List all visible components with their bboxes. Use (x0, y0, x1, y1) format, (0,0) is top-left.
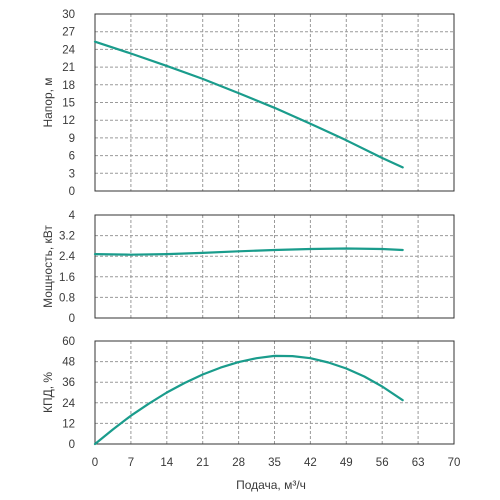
head-plot-frame (94, 13, 455, 192)
efficiency-y-tick-label: 36 (62, 377, 75, 389)
efficiency-y-tick-label: 0 (69, 439, 75, 451)
power-y-tick-label: 0 (69, 313, 75, 325)
power-y-axis-label: Мощность, кВт (41, 225, 55, 308)
power-y-tick-label: 4 (69, 210, 76, 222)
x-tick-label: 0 (92, 457, 98, 469)
x-tick-label: 49 (340, 457, 353, 469)
efficiency-plot-frame (94, 340, 455, 445)
efficiency-y-tick-label: 48 (62, 357, 75, 369)
head-y-tick-label: 9 (69, 133, 75, 145)
power-curve (93, 247, 404, 256)
x-tick-label: 35 (268, 457, 281, 469)
head-y-tick-label: 24 (62, 44, 75, 56)
head-y-tick-label: 6 (69, 151, 75, 163)
power-y-tick-label: 3.2 (59, 231, 75, 243)
efficiency-curve (93, 354, 404, 446)
power-y-tick-label: 2.4 (59, 251, 76, 263)
power-y-tick-label: 1.6 (59, 272, 75, 284)
efficiency-y-tick-label: 24 (62, 398, 75, 410)
efficiency-y-tick-label: 60 (62, 336, 75, 348)
x-tick-label: 28 (232, 457, 245, 469)
x-tick-label: 63 (412, 457, 425, 469)
power-y-tick-label: 0.8 (59, 292, 75, 304)
x-tick-label: 42 (304, 457, 317, 469)
efficiency-y-axis-label: КПД, % (41, 372, 55, 413)
head-y-tick-label: 18 (62, 80, 75, 92)
head-y-tick-label: 21 (62, 62, 75, 74)
head-y-axis-label: Напор, м (41, 77, 55, 127)
head-y-tick-label: 30 (62, 9, 75, 21)
x-tick-label: 21 (196, 457, 209, 469)
head-y-tick-label: 0 (69, 186, 75, 198)
power-plot-frame (94, 214, 455, 319)
head-y-tick-label: 15 (62, 98, 75, 110)
efficiency-y-tick-label: 12 (62, 418, 75, 430)
head-y-tick-label: 12 (62, 115, 75, 127)
head-y-tick-label: 27 (62, 27, 75, 39)
x-tick-label: 7 (128, 457, 134, 469)
x-tick-label: 70 (448, 457, 461, 469)
head-y-tick-label: 3 (69, 168, 75, 180)
x-tick-label: 56 (376, 457, 389, 469)
x-tick-label: 14 (160, 457, 173, 469)
x-axis-label: Подача, м³/ч (236, 478, 306, 492)
head-curve (93, 40, 404, 169)
